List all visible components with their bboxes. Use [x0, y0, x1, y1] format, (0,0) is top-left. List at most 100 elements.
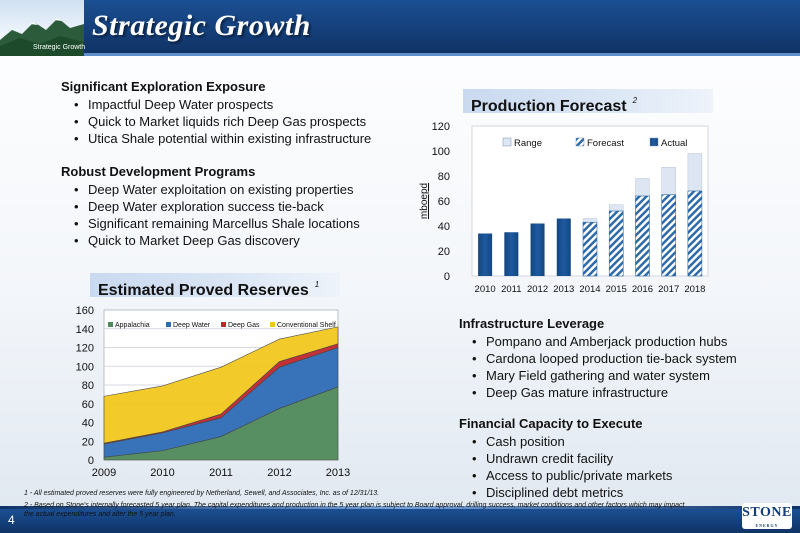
legend-swatch [575, 137, 585, 147]
exploration-section: Significant Exploration Exposure Impactf… [61, 79, 371, 147]
reserves-footnote-ref: 1 [314, 280, 320, 289]
financial-section: Financial Capacity to Execute Cash posit… [459, 416, 672, 501]
x-tick-label: 2018 [684, 284, 705, 295]
infrastructure-list: Pompano and Amberjack production hubs Ca… [472, 333, 737, 401]
reserves-title-text: Estimated Proved Reserves [98, 282, 309, 299]
list-item: Deep Gas mature infrastructure [472, 384, 737, 401]
x-tick-label: 2009 [92, 467, 116, 479]
development-heading: Robust Development Programs [61, 164, 256, 179]
infrastructure-heading: Infrastructure Leverage [459, 316, 605, 331]
y-tick-label: 160 [76, 305, 94, 317]
development-list: Deep Water exploitation on existing prop… [74, 181, 360, 249]
legend-label: Appalachia [115, 322, 150, 329]
infrastructure-section: Infrastructure Leverage Pompano and Ambe… [459, 316, 737, 401]
list-item: Significant remaining Marcellus Shale lo… [74, 215, 360, 232]
legend-label: Actual [661, 138, 687, 149]
x-tick-label: 2013 [326, 467, 350, 479]
y-tick-label: 60 [82, 399, 94, 411]
footer-stripe [0, 506, 800, 509]
production-footnote-ref: 2 [632, 96, 638, 105]
x-tick-label: 2012 [527, 284, 548, 295]
stone-energy-logo: STONE ENERGY [742, 503, 792, 529]
legend-label: Deep Water [173, 322, 211, 329]
legend-label: Forecast [587, 138, 624, 149]
list-item: Quick to Market liquids rich Deep Gas pr… [74, 113, 371, 130]
forecast-bar [635, 195, 650, 277]
list-item: Access to public/private markets [472, 467, 672, 484]
exploration-list: Impactful Deep Water prospects Quick to … [74, 96, 371, 147]
list-item: Mary Field gathering and water system [472, 367, 737, 384]
actual-bar [478, 233, 493, 276]
page-title: Strategic Growth [92, 9, 311, 42]
x-tick-label: 2015 [606, 284, 627, 295]
forecast-bar [582, 221, 598, 277]
logo-text: STONE [742, 505, 792, 520]
y-tick-label: 40 [82, 418, 94, 430]
legend-swatch [221, 322, 226, 327]
x-tick-label: 2014 [579, 284, 600, 295]
y-axis-label: mboepd [419, 183, 430, 219]
legend-swatch [108, 322, 113, 327]
logo-subtext: ENERGY [755, 523, 779, 528]
footnote-2: 2 - Based on Stone's internally forecast… [24, 502, 685, 518]
footer-bar [0, 509, 800, 533]
x-tick-label: 2010 [150, 467, 174, 479]
list-item: Disciplined debt metrics [472, 484, 672, 501]
legend-label: Range [514, 138, 542, 149]
financial-heading: Financial Capacity to Execute [459, 416, 643, 431]
x-tick-label: 2012 [267, 467, 291, 479]
list-item: Cash position [472, 433, 672, 450]
list-item: Pompano and Amberjack production hubs [472, 333, 737, 350]
x-tick-label: 2013 [553, 284, 574, 295]
range-bar [687, 153, 703, 192]
y-tick-label: 100 [432, 146, 450, 158]
list-item: Undrawn credit facility [472, 450, 672, 467]
y-tick-label: 0 [444, 271, 450, 283]
exploration-heading: Significant Exploration Exposure [61, 79, 266, 94]
legend-label: Deep Gas [228, 322, 260, 329]
header-bar: Strategic Growth Strategic Growth [0, 0, 800, 56]
legend-swatch [270, 322, 275, 327]
area-series [103, 326, 339, 444]
legend-label: Conventional Shelf [277, 322, 336, 329]
range-bar [661, 167, 676, 195]
footnote-1: 1 - All estimated proved reserves were f… [24, 490, 380, 497]
range-bar [582, 218, 598, 223]
financial-list: Cash position Undrawn credit facility Ac… [472, 433, 672, 501]
header-landscape-logo [0, 0, 84, 56]
list-item: Quick to Market Deep Gas discovery [74, 232, 360, 249]
legend-swatch [502, 137, 512, 147]
y-tick-label: 100 [76, 361, 94, 373]
list-item: Cardona looped production tie-back syste… [472, 350, 737, 367]
y-tick-label: 80 [82, 380, 94, 392]
legend-swatch [649, 137, 659, 147]
range-bar [608, 204, 624, 212]
actual-bar [504, 232, 519, 276]
y-tick-label: 60 [438, 196, 450, 208]
proved-reserves-title: Estimated Proved Reserves 1 [90, 273, 340, 299]
breadcrumb: Strategic Growth [33, 44, 86, 51]
proved-reserves-chart: 0 20 40 60 80 100 120 140 160 2009 2010 2011 2012 201… [76, 305, 350, 479]
development-section: Robust Development Programs Deep Water e… [61, 164, 360, 249]
page-number: 4 [8, 513, 15, 527]
list-item: Utica Shale potential within existing in… [74, 130, 371, 147]
x-tick-label: 2010 [475, 284, 496, 295]
y-tick-label: 120 [76, 343, 94, 355]
y-tick-label: 20 [82, 436, 94, 448]
production-title-text: Production Forecast [471, 98, 627, 115]
forecast-bar [687, 190, 703, 277]
range-bar [635, 178, 650, 197]
legend-swatch [166, 322, 171, 327]
forecast-bar [608, 210, 624, 277]
x-tick-label: 2017 [658, 284, 679, 295]
x-tick-label: 2016 [632, 284, 653, 295]
actual-bar [530, 223, 545, 276]
forecast-bar [661, 194, 676, 277]
list-item: Deep Water exploitation on existing prop… [74, 181, 360, 198]
x-tick-label: 2011 [209, 467, 233, 479]
list-item: Impactful Deep Water prospects [74, 96, 371, 113]
production-forecast-title: Production Forecast 2 [463, 89, 713, 115]
actual-bar [556, 218, 571, 276]
list-item: Deep Water exploration success tie-back [74, 198, 360, 215]
y-tick-label: 40 [438, 221, 450, 233]
